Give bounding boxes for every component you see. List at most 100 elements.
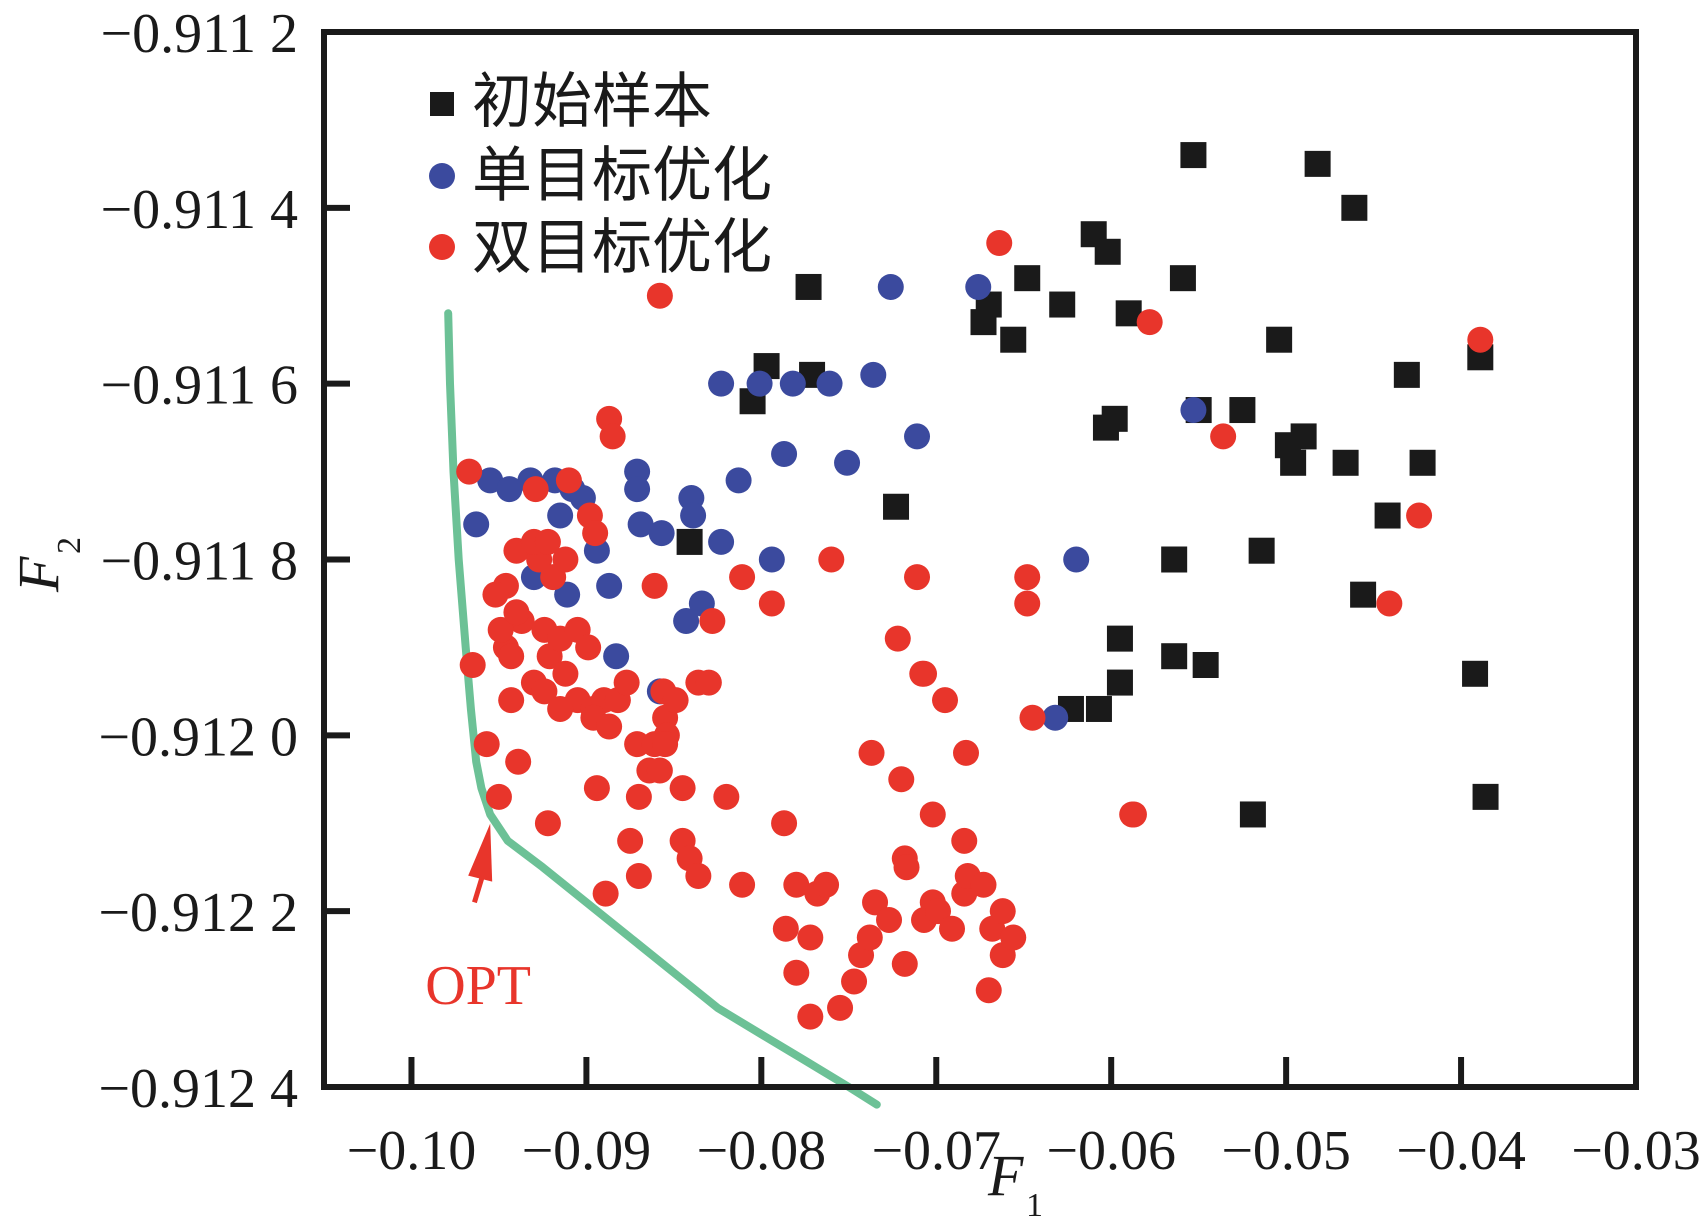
point-dual-objective — [884, 625, 911, 652]
opt-arrow-head — [468, 823, 493, 882]
point-initial-sample — [1161, 546, 1188, 573]
point-initial-sample — [1192, 652, 1219, 678]
pareto-front-layer — [444, 309, 881, 1109]
point-dual-objective — [1376, 590, 1403, 617]
point-single-objective — [496, 476, 523, 503]
point-single-objective — [1042, 704, 1069, 731]
y-tick-label: −0.911 4 — [100, 179, 298, 241]
point-initial-sample — [795, 273, 822, 300]
point-initial-sample — [1266, 326, 1293, 353]
y-tick-label: −0.912 2 — [98, 882, 298, 944]
x-tick-label: −0.04 — [1396, 1120, 1526, 1182]
point-initial-sample — [676, 528, 703, 555]
opt-label: OPT — [425, 955, 531, 1017]
point-single-objective — [779, 370, 806, 397]
point-dual-objective — [893, 854, 920, 881]
point-dual-objective — [1406, 502, 1433, 529]
point-dual-objective — [625, 783, 652, 810]
annotation-layer: OPT — [425, 823, 531, 1017]
point-initial-sample — [1472, 783, 1499, 810]
point-single-objective — [965, 273, 992, 300]
x-tick-label: −0.07 — [871, 1120, 1001, 1182]
y-axis-label-subscript: 2 — [51, 537, 88, 554]
point-dual-objective — [583, 775, 610, 802]
point-initial-sample — [1462, 660, 1489, 687]
y-tick-label: −0.911 8 — [100, 531, 298, 593]
point-dual-objective — [970, 871, 997, 898]
point-dual-objective — [939, 915, 966, 942]
point-dual-objective — [932, 687, 959, 714]
point-dual-objective — [582, 520, 609, 547]
point-initial-sample — [1094, 238, 1121, 265]
x-axis-ticks: −0.10 −0.09 −0.08 −0.07 −0.06 −0.05 −0.04 −0.03 — [347, 1057, 1701, 1182]
point-initial-sample — [1409, 449, 1436, 476]
point-dual-objective — [989, 898, 1016, 925]
point-single-objective — [877, 273, 904, 300]
point-single-objective — [816, 370, 843, 397]
point-initial-sample — [1014, 265, 1041, 292]
point-single-objective — [1180, 397, 1207, 424]
x-tick-label: −0.10 — [347, 1120, 477, 1182]
point-single-objective — [554, 581, 581, 608]
point-dual-objective — [729, 871, 756, 898]
point-dual-objective — [482, 581, 509, 608]
point-single-objective — [680, 502, 707, 529]
point-initial-sample — [1106, 669, 1133, 696]
point-initial-sample — [1161, 643, 1188, 670]
point-initial-sample — [1169, 265, 1196, 292]
point-initial-sample — [1085, 695, 1112, 722]
point-initial-sample — [1239, 801, 1266, 828]
point-dual-objective — [797, 924, 824, 951]
point-dual-objective — [951, 827, 978, 854]
point-dual-objective — [456, 458, 483, 485]
x-tick-label: −0.05 — [1221, 1120, 1351, 1182]
point-single-objective — [673, 608, 700, 635]
x-tick-label: −0.09 — [522, 1120, 652, 1182]
point-dual-objective — [713, 783, 740, 810]
point-dual-objective — [904, 564, 931, 591]
x-tick-label: −0.08 — [697, 1120, 827, 1182]
x-axis-label: F — [987, 1143, 1024, 1208]
point-single-objective — [648, 520, 675, 547]
point-dual-objective — [758, 590, 785, 617]
point-initial-sample — [1229, 397, 1256, 424]
point-initial-sample — [1341, 194, 1368, 221]
point-initial-sample — [1106, 625, 1133, 652]
point-dual-objective — [986, 230, 1013, 256]
point-dual-objective — [498, 687, 525, 714]
point-dual-objective — [891, 950, 918, 977]
point-dual-objective — [772, 915, 799, 942]
point-single-objective — [1063, 546, 1090, 573]
point-single-objective — [860, 361, 887, 388]
point-initial-sample — [1180, 142, 1207, 169]
point-dual-objective — [552, 546, 579, 573]
x-tick-label: −0.03 — [1571, 1120, 1701, 1182]
point-single-objective — [746, 370, 773, 397]
point-dual-objective — [925, 898, 952, 925]
legend-label-single: 单目标优化 — [472, 141, 772, 211]
point-dual-objective — [783, 871, 810, 898]
point-dual-objective — [599, 423, 626, 450]
point-dual-objective — [1014, 564, 1041, 591]
point-single-objective — [904, 423, 931, 450]
point-dual-objective — [975, 977, 1002, 1004]
point-dual-objective — [596, 713, 623, 740]
point-dual-objective — [473, 731, 500, 758]
point-dual-objective — [555, 467, 582, 494]
point-dual-objective — [646, 282, 673, 309]
legend: 初始样本 单目标优化 双目标优化 — [429, 67, 772, 283]
x-axis-label-subscript: 1 — [1026, 1187, 1043, 1224]
y-axis-title: F 2 — [6, 537, 88, 593]
point-single-objective — [463, 511, 490, 538]
point-initial-sample — [1280, 449, 1307, 476]
legend-label-dual: 双目标优化 — [472, 213, 772, 283]
point-single-objective — [725, 467, 752, 494]
point-dual-objective — [856, 924, 883, 951]
point-dual-objective — [459, 652, 486, 678]
point-dual-objective — [919, 801, 946, 828]
point-dual-objective — [729, 564, 756, 591]
point-dual-objective — [888, 766, 915, 793]
point-dual-objective — [695, 669, 722, 696]
point-dual-objective — [876, 906, 903, 933]
